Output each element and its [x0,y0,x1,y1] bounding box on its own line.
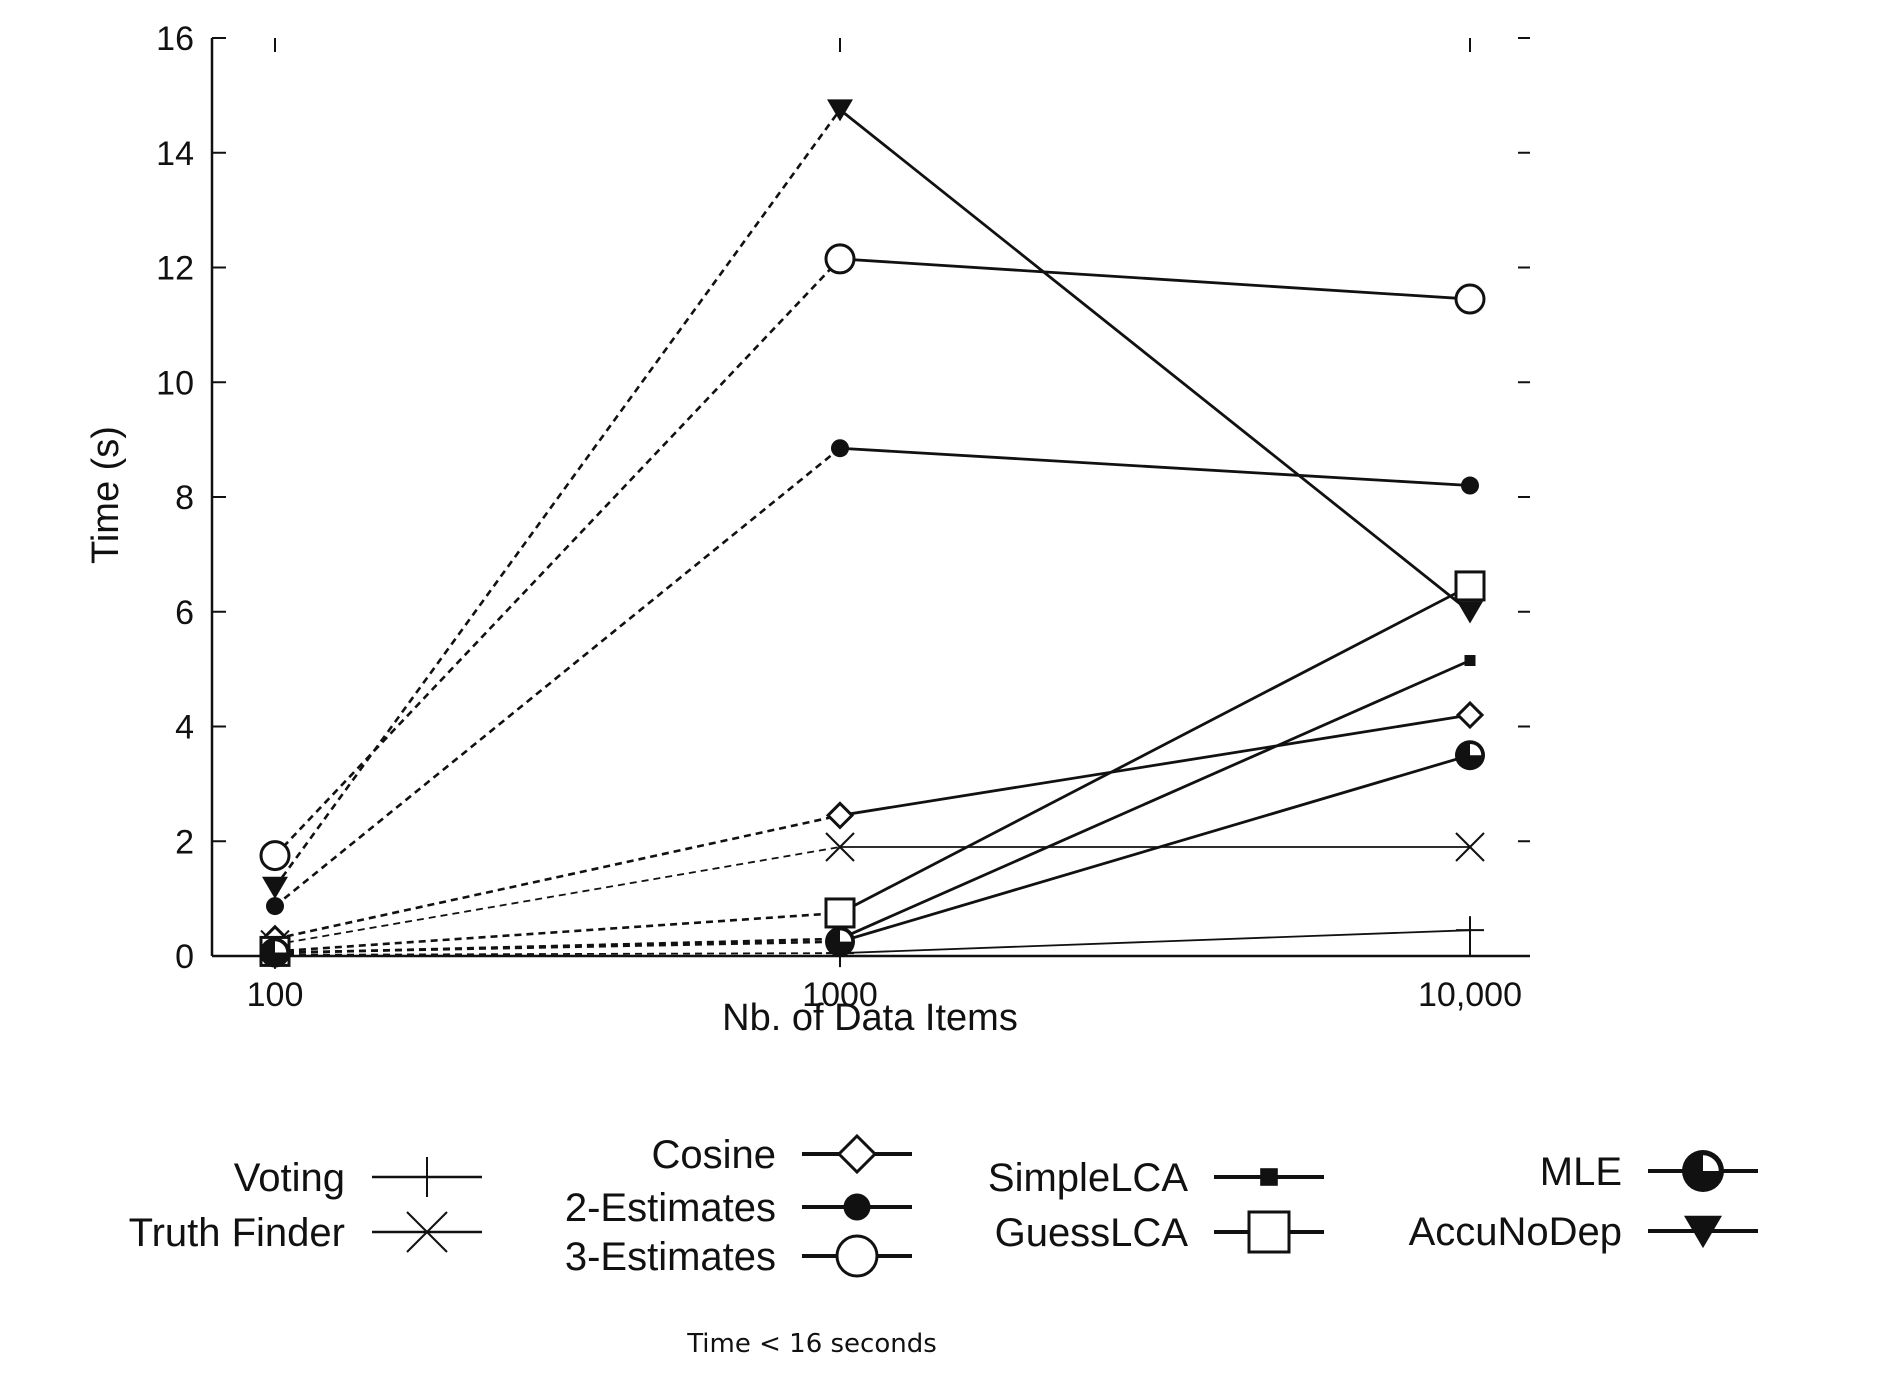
data-point [827,99,853,122]
data-point [1454,570,1486,602]
legend-item: Truth Finder [129,1211,482,1255]
data-point [1464,655,1476,667]
data-point [825,832,855,862]
series-line-segment [839,446,1471,487]
y-tick-label: 0 [175,938,194,976]
y-tick-label: 4 [175,709,194,747]
data-point [824,243,856,275]
legend-marker [1247,1210,1291,1254]
legend-marker [1684,1215,1722,1249]
data-point [1461,476,1479,495]
data-point [260,937,290,968]
series-line-segment [839,713,1471,817]
legend-label: 2-Estimates [565,1186,776,1230]
x-tick-label: 1000 [802,976,878,1014]
series-line-segment [274,257,841,857]
data-point [266,897,284,916]
legend-marker [406,1211,448,1253]
legend-label: MLE [1540,1150,1622,1194]
legend-item: AccuNoDep [1409,1210,1758,1254]
series-line-segment [274,940,841,954]
legend-label: AccuNoDep [1409,1210,1622,1254]
y-tick-label: 2 [175,823,194,861]
legend-item: Voting [234,1156,482,1200]
legend-item: MLE [1540,1150,1758,1194]
series-line-segment [274,447,841,908]
data-point [259,840,291,872]
series-line-segment [839,929,1471,955]
legend-item: GuessLCA [995,1210,1324,1255]
y-tick-label: 8 [175,479,194,517]
legend-label: GuessLCA [995,1211,1189,1255]
data-point [824,897,856,929]
legend-item: SimpleLCA [988,1156,1324,1200]
series-line-segment [839,257,1471,301]
legend-item: 2-Estimates [565,1186,912,1230]
series-line-segment [274,911,841,953]
data-point [1455,740,1485,771]
data-point [1457,601,1483,624]
y-tick-label: 12 [156,250,194,288]
legend-item: Cosine [651,1133,912,1177]
legend-marker [1682,1150,1724,1192]
legend-label: Cosine [651,1133,776,1177]
series-line-segment [274,952,841,956]
legend: Voting Truth Finder Cosine 2-Estimates 3-Est… [129,1133,1758,1279]
y-tick-label: 14 [156,135,194,173]
legend-marker [843,1193,871,1221]
series-line-segment [839,108,1471,613]
data-point [825,926,855,957]
data-point [262,876,288,899]
series-line-segment [273,108,842,888]
data-point [1455,700,1485,730]
y-axis-label: Time (s) [85,426,127,564]
legend-label: SimpleLCA [988,1156,1188,1200]
data-point [1455,832,1485,862]
legend-label: Truth Finder [129,1211,345,1255]
series-line-segment [839,659,1471,941]
data-point [1454,283,1486,315]
x-tick-label: 100 [247,976,304,1014]
series-line-segment [839,753,1471,943]
legend-marker [835,1234,879,1278]
x-tick-label: 10,000 [1418,976,1522,1014]
x-axis-label: Nb. of Data Items [722,997,1018,1039]
y-tick-label: 6 [175,594,194,632]
series-markers [259,99,1486,969]
axes: 0 2 4 6 8 10 12 14 16 100 1000 10,000 [156,20,1530,1014]
y-tick-label: 10 [156,364,194,402]
chart-caption: Time < 16 seconds [686,1329,937,1359]
legend-marker [407,1157,447,1197]
data-point [1456,916,1484,945]
series-line-segment [839,584,1471,915]
legend-label: 3-Estimates [565,1235,776,1279]
series-line-segment [274,846,841,946]
legend-item: 3-Estimates [565,1234,912,1279]
series-lines [273,108,1471,956]
y-tick-label: 16 [156,20,194,58]
legend-marker [836,1133,878,1175]
legend-marker [1260,1168,1278,1186]
data-point [825,801,855,830]
series-line-segment [274,814,841,941]
legend-label: Voting [234,1156,345,1200]
data-point [831,439,849,458]
